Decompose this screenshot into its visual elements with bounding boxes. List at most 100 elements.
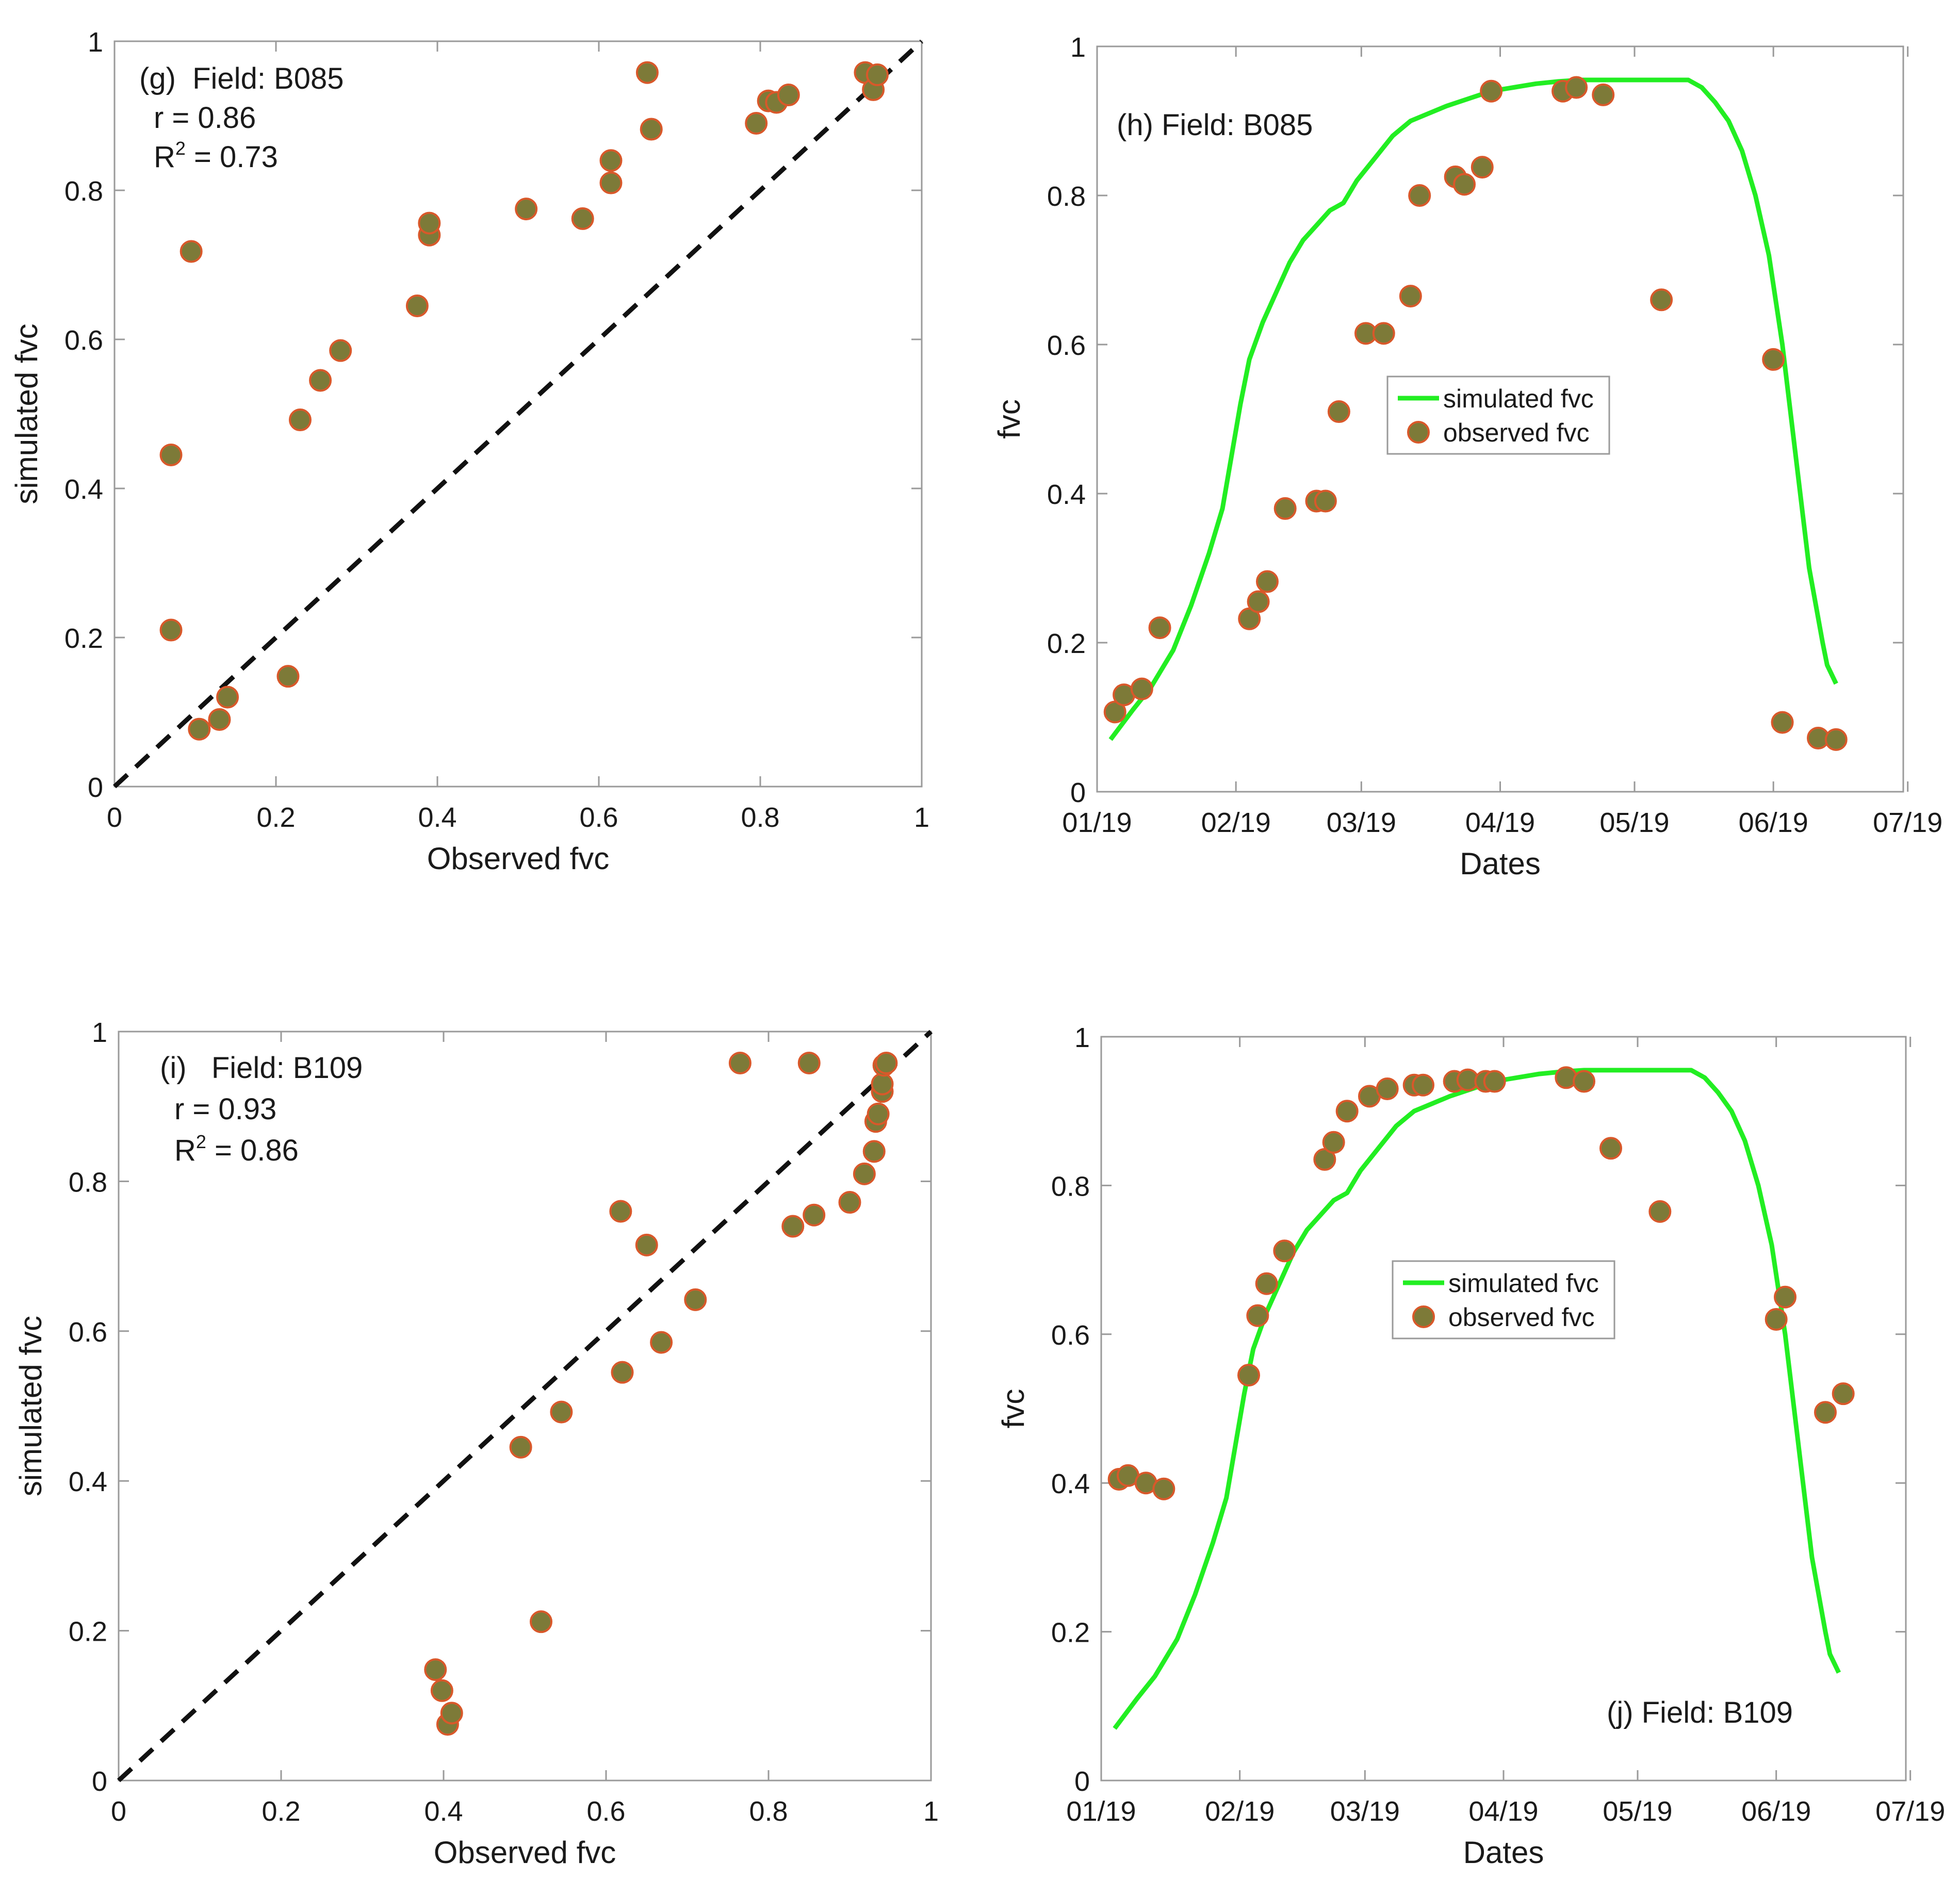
observed-fvc-point bbox=[1774, 1285, 1796, 1309]
one-to-one-line bbox=[117, 1030, 933, 1783]
y-tick-label: 0.8 bbox=[1047, 181, 1086, 212]
data-point bbox=[865, 63, 889, 87]
observed-fvc-point bbox=[1573, 1070, 1595, 1093]
observed-fvc-point bbox=[1255, 570, 1279, 593]
observed-fvc-point bbox=[1480, 79, 1503, 103]
x-tick-label: 0 bbox=[107, 802, 122, 833]
x-tick-label: 02/19 bbox=[1201, 807, 1271, 838]
panel-field-label: (h) Field: B085 bbox=[1117, 108, 1313, 142]
x-tick-label: 1 bbox=[923, 1796, 939, 1827]
data-point bbox=[838, 1191, 861, 1214]
data-point bbox=[179, 240, 203, 263]
x-tick-label: 0.2 bbox=[262, 1796, 300, 1827]
data-point bbox=[550, 1400, 573, 1424]
data-point bbox=[329, 339, 352, 362]
legend-entry-observed: observed fvc bbox=[1448, 1303, 1594, 1332]
r-value: r = 0.93 bbox=[174, 1092, 276, 1126]
legend-entry-observed: observed fvc bbox=[1443, 418, 1589, 447]
observed-fvc-point bbox=[1648, 1200, 1672, 1223]
observed-fvc-point bbox=[1314, 489, 1337, 513]
data-point bbox=[440, 1702, 463, 1725]
x-tick-label: 03/19 bbox=[1327, 807, 1396, 838]
observed-fvc-point bbox=[1237, 1364, 1260, 1387]
x-tick-label: 06/19 bbox=[1741, 1796, 1811, 1827]
x-tick-label: 06/19 bbox=[1739, 807, 1808, 838]
plot-frame bbox=[1100, 1036, 1907, 1782]
x-tick-label: 0.6 bbox=[579, 802, 618, 833]
y-tick-label: 0.4 bbox=[1047, 479, 1086, 510]
y-tick-label: 0.8 bbox=[69, 1167, 107, 1198]
data-point bbox=[875, 1051, 898, 1074]
panel-field-label: (j) Field: B109 bbox=[1607, 1696, 1793, 1729]
x-tick-label: 03/19 bbox=[1330, 1796, 1400, 1827]
x-tick-label: 01/19 bbox=[1066, 1796, 1136, 1827]
observed-fvc-point bbox=[1335, 1100, 1359, 1123]
data-point bbox=[216, 685, 239, 709]
observed-fvc-point bbox=[1152, 1477, 1175, 1500]
legend-marker-swatch bbox=[1407, 421, 1430, 444]
data-point bbox=[728, 1051, 752, 1074]
data-point bbox=[405, 294, 429, 317]
data-point bbox=[288, 409, 312, 432]
data-point bbox=[635, 61, 659, 84]
y-tick-label: 0.8 bbox=[1051, 1171, 1090, 1202]
y-tick-label: 0 bbox=[88, 772, 103, 803]
data-point bbox=[159, 443, 183, 466]
data-point bbox=[871, 1072, 894, 1096]
r2-prefix: R bbox=[174, 1134, 196, 1167]
x-tick-label: 05/19 bbox=[1599, 807, 1669, 838]
y-tick-label: 0.6 bbox=[69, 1317, 107, 1348]
observed-fvc-point bbox=[1824, 728, 1848, 751]
data-point bbox=[571, 207, 594, 230]
x-tick-label: 0.8 bbox=[749, 1796, 788, 1827]
data-point bbox=[309, 369, 332, 392]
observed-fvc-point bbox=[1765, 1308, 1788, 1331]
x-tick-label: 0 bbox=[111, 1796, 126, 1827]
observed-fvc-point bbox=[1255, 1272, 1278, 1295]
data-point bbox=[276, 665, 300, 688]
x-axis-label: Observed fvc bbox=[427, 841, 609, 876]
data-point bbox=[424, 1658, 447, 1681]
y-tick-label: 0.2 bbox=[64, 623, 103, 654]
x-tick-label: 01/19 bbox=[1062, 807, 1132, 838]
data-point bbox=[635, 1233, 658, 1256]
observed-fvc-point bbox=[1592, 83, 1615, 106]
data-point bbox=[611, 1361, 634, 1384]
data-point bbox=[853, 1162, 876, 1185]
x-axis-label: Observed fvc bbox=[434, 1835, 616, 1870]
observed-fvc-point bbox=[1565, 76, 1588, 99]
observed-fvc-point bbox=[1399, 285, 1422, 308]
panel-j: 01/19 02/19 03/19 04/19 05/19 06/19 07/19 0 0.2 0… bbox=[996, 1022, 1945, 1870]
data-point bbox=[862, 1140, 886, 1163]
r-value: r = 0.86 bbox=[154, 101, 256, 135]
legend-marker-swatch bbox=[1412, 1305, 1435, 1328]
y-tick-label: 0.4 bbox=[64, 474, 103, 505]
data-point bbox=[803, 1203, 826, 1227]
data-point bbox=[188, 717, 211, 741]
x-tick-label: 07/19 bbox=[1873, 807, 1942, 838]
y-axis-label: fvc bbox=[996, 1389, 1031, 1429]
data-point bbox=[159, 618, 183, 642]
panel-i: 0 0.2 0.4 0.6 0.8 1 0 0.2 0.4 0.6 0.8 1 Observed fvc… bbox=[13, 1017, 939, 1870]
observed-fvc-point bbox=[1762, 348, 1785, 371]
data-point bbox=[684, 1288, 707, 1311]
y-axis-label: simulated fvc bbox=[13, 1316, 48, 1496]
y-tick-label: 0.4 bbox=[69, 1466, 107, 1497]
observed-fvc-point bbox=[1471, 156, 1494, 179]
y-tick-label: 1 bbox=[88, 27, 103, 58]
observed-fvc-point bbox=[1246, 1304, 1269, 1327]
observed-fvc-point bbox=[1814, 1401, 1837, 1424]
observed-fvc-point bbox=[1771, 711, 1794, 734]
x-tick-label: 04/19 bbox=[1468, 1796, 1538, 1827]
observed-fvc-point bbox=[1247, 590, 1270, 613]
legend: simulated fvc observed fvc bbox=[1386, 375, 1610, 455]
x-tick-label: 0.4 bbox=[418, 802, 456, 833]
data-point bbox=[599, 171, 623, 194]
one-to-one-line bbox=[112, 39, 924, 789]
observed-fvc-point bbox=[1599, 1137, 1622, 1160]
observed-fvc-point bbox=[1372, 322, 1395, 345]
x-tick-label: 07/19 bbox=[1875, 1796, 1945, 1827]
x-tick-label: 05/19 bbox=[1603, 1796, 1672, 1827]
y-tick-label: 0 bbox=[1074, 1766, 1090, 1797]
data-point bbox=[599, 149, 623, 172]
